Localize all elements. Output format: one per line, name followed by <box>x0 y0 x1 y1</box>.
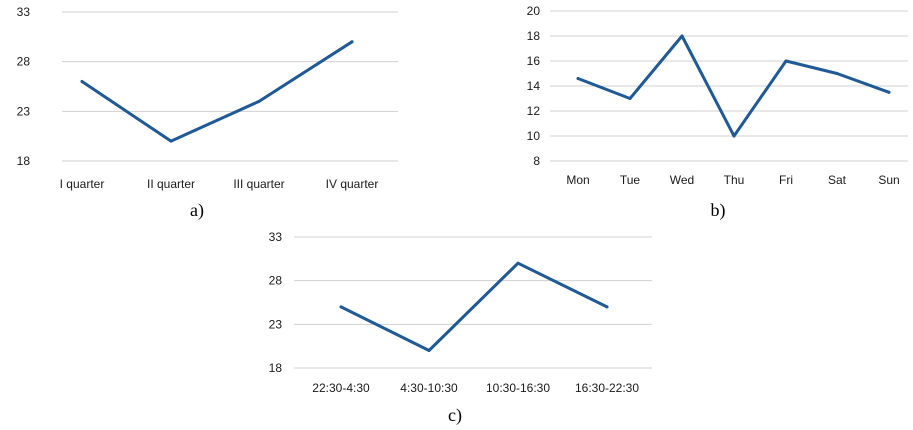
chart-c-x-tick-label: 10:30-16:30 <box>486 381 550 395</box>
chart-b-y-tick-label: 10 <box>527 129 541 143</box>
chart-c-data-point <box>516 261 520 265</box>
chart-b-data-point <box>628 97 632 100</box>
chart-c-panel-label: c) <box>448 405 462 426</box>
chart-b-y-tick-label: 20 <box>527 4 541 18</box>
chart-a-data-point <box>350 40 354 44</box>
chart-b-data-point <box>835 72 839 75</box>
chart-b-data-point <box>576 77 580 80</box>
chart-b-x-tick-label: Mon <box>566 173 589 187</box>
chart-b-x-tick-label: Fri <box>779 173 793 187</box>
chart-b-x-tick-label: Tue <box>620 173 641 187</box>
chart-a-y-tick-label: 23 <box>17 104 31 118</box>
chart-c-y-tick-label: 28 <box>269 274 283 288</box>
chart-a-y-tick-label: 18 <box>17 154 31 168</box>
chart-b-data-point <box>732 134 736 138</box>
chart-b-data-point <box>784 59 788 63</box>
chart-a-x-tick-label: IV quarter <box>326 177 379 191</box>
chart-c-x-tick-label: 16:30-22:30 <box>575 381 639 395</box>
chart-b-y-tick-label: 18 <box>527 29 541 43</box>
chart-b-y-tick-label: 16 <box>527 54 541 68</box>
chart-b-x-tick-label: Thu <box>724 173 745 187</box>
chart-a-series-line <box>80 40 354 143</box>
chart-b-x-tick-label: Sat <box>828 173 847 187</box>
chart-a-data-point <box>80 80 84 83</box>
chart-a-x-tick-label: II quarter <box>147 177 195 191</box>
chart-c-data-point <box>427 349 431 352</box>
chart-b-x-tick-label: Sun <box>878 173 899 187</box>
chart-a-data-point <box>257 99 261 103</box>
chart-c-x-tick-label: 4:30-10:30 <box>400 381 458 395</box>
chart-b-panel-label: b) <box>711 200 726 221</box>
chart-b-y-tick-label: 8 <box>533 154 540 168</box>
chart-c-data-point <box>339 305 343 309</box>
chart-a-x-tick-label: III quarter <box>233 177 284 191</box>
chart-a-y-tick-label: 28 <box>17 55 31 69</box>
chart-a-y-tick-label: 33 <box>17 5 31 19</box>
chart-b-data-point <box>887 90 891 94</box>
chart-a-panel-label: a) <box>190 200 204 221</box>
chart-a-data-point <box>169 139 173 143</box>
chart-c-data-point <box>605 305 609 309</box>
chart-b-y-tick-label: 14 <box>527 79 541 93</box>
chart-b-x-tick-label: Wed <box>670 173 694 187</box>
chart-c-x-tick-label: 22:30-4:30 <box>312 381 370 395</box>
chart-c-series-line <box>339 261 609 352</box>
chart-b-y-tick-label: 12 <box>527 104 541 118</box>
chart-c-y-tick-label: 18 <box>269 361 283 375</box>
chart-c-y-tick-label: 33 <box>269 230 283 244</box>
chart-a-x-tick-label: I quarter <box>60 177 105 191</box>
chart-c-y-tick-label: 23 <box>269 317 283 331</box>
chart-b-data-point <box>680 34 684 38</box>
